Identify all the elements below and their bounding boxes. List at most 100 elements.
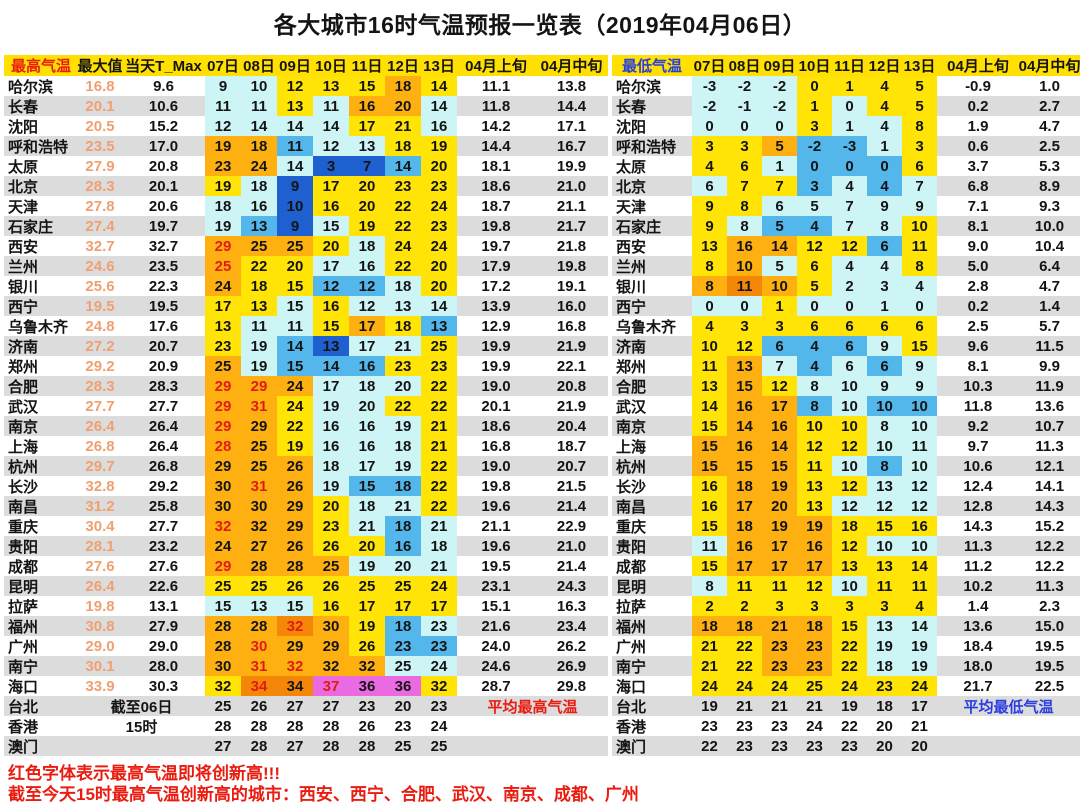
temp-cell: 1	[832, 116, 867, 136]
temp-cell: 13	[867, 616, 902, 636]
temp-cell: 29	[313, 636, 349, 656]
record-max-cell: 32.7	[85, 237, 115, 255]
temp-cell: 23	[797, 636, 832, 656]
temp-cell: 15	[727, 376, 762, 396]
city-cell: 贵阳	[612, 536, 692, 556]
record-max-cell: 27.6	[85, 557, 115, 575]
early-april-cell: 17.2	[481, 277, 511, 295]
temp-cell: 14	[421, 296, 457, 316]
today-tmax-cell: 26.8	[122, 456, 205, 476]
city-cell: 石家庄	[612, 216, 692, 236]
temp-cell: 19	[349, 556, 385, 576]
temp-cell: 22	[421, 456, 457, 476]
city-cell: 沈阳	[616, 118, 647, 136]
temp-cell: 23	[394, 717, 412, 735]
temp-cell: 8	[867, 456, 902, 476]
record-max-cell: 16.8	[85, 77, 115, 95]
temp-cell: 21	[385, 496, 421, 516]
record-max-cell: 27.9	[85, 157, 115, 175]
column-header: 11日	[832, 55, 867, 76]
early-april-cell: 12.4	[963, 477, 993, 495]
record-max-cell: 29.0	[85, 637, 115, 655]
temp-cell: 6	[832, 336, 867, 356]
temp-cell: 20	[762, 496, 797, 516]
record-max-cell: 26.4	[78, 416, 122, 436]
mid-april-cell: 16.8	[556, 317, 587, 335]
today-tmax-cell: 27.6	[148, 557, 179, 575]
temp-cell: 14	[277, 336, 313, 356]
today-tmax-cell: 9.6	[153, 77, 174, 95]
temp-cell: -2	[762, 96, 797, 116]
temp-cell: 21	[421, 556, 457, 576]
temp-cell: 16	[349, 436, 385, 456]
temp-cell: 9	[867, 336, 902, 356]
temp-cell: 19	[421, 136, 457, 156]
early-april-cell: 18.7	[481, 197, 511, 215]
temp-cell: 25	[205, 256, 241, 276]
temp-cell: 13	[692, 236, 727, 256]
temp-cell: 3	[313, 156, 349, 176]
temp-cell: 21	[797, 696, 832, 716]
mid-april-cell: 16.7	[535, 136, 608, 156]
temp-cell: 17	[902, 696, 937, 716]
early-april-cell: 23.1	[457, 576, 535, 596]
city-cell: 北京	[4, 176, 78, 196]
temp-cell: 3	[797, 176, 832, 196]
temp-cell: 25	[277, 236, 313, 256]
today-tmax-cell: 19.7	[122, 216, 205, 236]
mid-april-cell: 29.8	[556, 677, 587, 695]
temp-cell: 16	[421, 116, 457, 136]
temp-cell: 0	[797, 76, 832, 96]
city-cell: 乌鲁木齐	[616, 318, 677, 336]
temp-cell: 18	[797, 616, 832, 636]
temp-cell: 37	[313, 676, 349, 696]
city-cell: 合肥	[4, 376, 78, 396]
temp-cell: 6	[727, 156, 762, 176]
today-tmax-cell: 26.4	[122, 416, 205, 436]
temp-cell: 3	[797, 596, 832, 616]
temp-cell: 13	[385, 296, 421, 316]
mid-april-cell: 19.5	[1019, 656, 1080, 676]
column-header: 12日	[867, 55, 902, 76]
temp-cell: 10	[277, 196, 313, 216]
temp-cell: 23	[797, 656, 832, 676]
city-cell: 哈尔滨	[616, 78, 662, 96]
record-max-cell: 20.5	[85, 117, 115, 135]
temp-cell: 6	[902, 316, 937, 336]
city-cell: 天津	[616, 198, 647, 216]
temp-cell: 19	[313, 396, 349, 416]
temp-cell: 20	[385, 696, 421, 716]
mid-april-cell: 2.7	[1019, 96, 1080, 116]
temp-cell: 21	[727, 696, 762, 716]
city-cell: 银川	[8, 278, 39, 296]
temp-cell: 7	[762, 356, 797, 376]
temp-cell: 19	[277, 436, 313, 456]
temp-cell: 5	[762, 256, 797, 276]
temp-cell: 0	[832, 296, 867, 316]
today-tmax-cell: 19.5	[122, 296, 205, 316]
early-april-cell: 19.8	[481, 477, 511, 495]
temp-cell: 5	[762, 216, 797, 236]
temp-cell: 18	[313, 456, 349, 476]
temp-cell: 10	[902, 396, 937, 416]
temp-cell: 10	[867, 396, 902, 416]
temp-cell: 19	[205, 176, 241, 196]
early-april-cell: 0.2	[937, 296, 1019, 316]
mid-april-cell: 21.4	[556, 557, 587, 575]
temp-cell: 8	[727, 196, 762, 216]
temp-cell: 18	[349, 496, 385, 516]
temp-cell: 23	[349, 696, 385, 716]
temp-cell: 7	[349, 156, 385, 176]
temp-cell: 8	[902, 116, 937, 136]
early-april-cell: 13.9	[457, 296, 535, 316]
temp-cell: 22	[385, 196, 421, 216]
temp-cell: 20	[385, 96, 421, 116]
today-tmax-cell: 28.0	[122, 656, 205, 676]
temp-cell: 17	[385, 596, 421, 616]
temp-cell: 18	[727, 616, 762, 636]
city-cell: 西安	[8, 238, 39, 256]
temp-cell: 17	[727, 496, 762, 516]
temp-cell: 21	[385, 116, 421, 136]
temp-cell: 10	[867, 436, 902, 456]
temp-cell: 17	[313, 256, 349, 276]
